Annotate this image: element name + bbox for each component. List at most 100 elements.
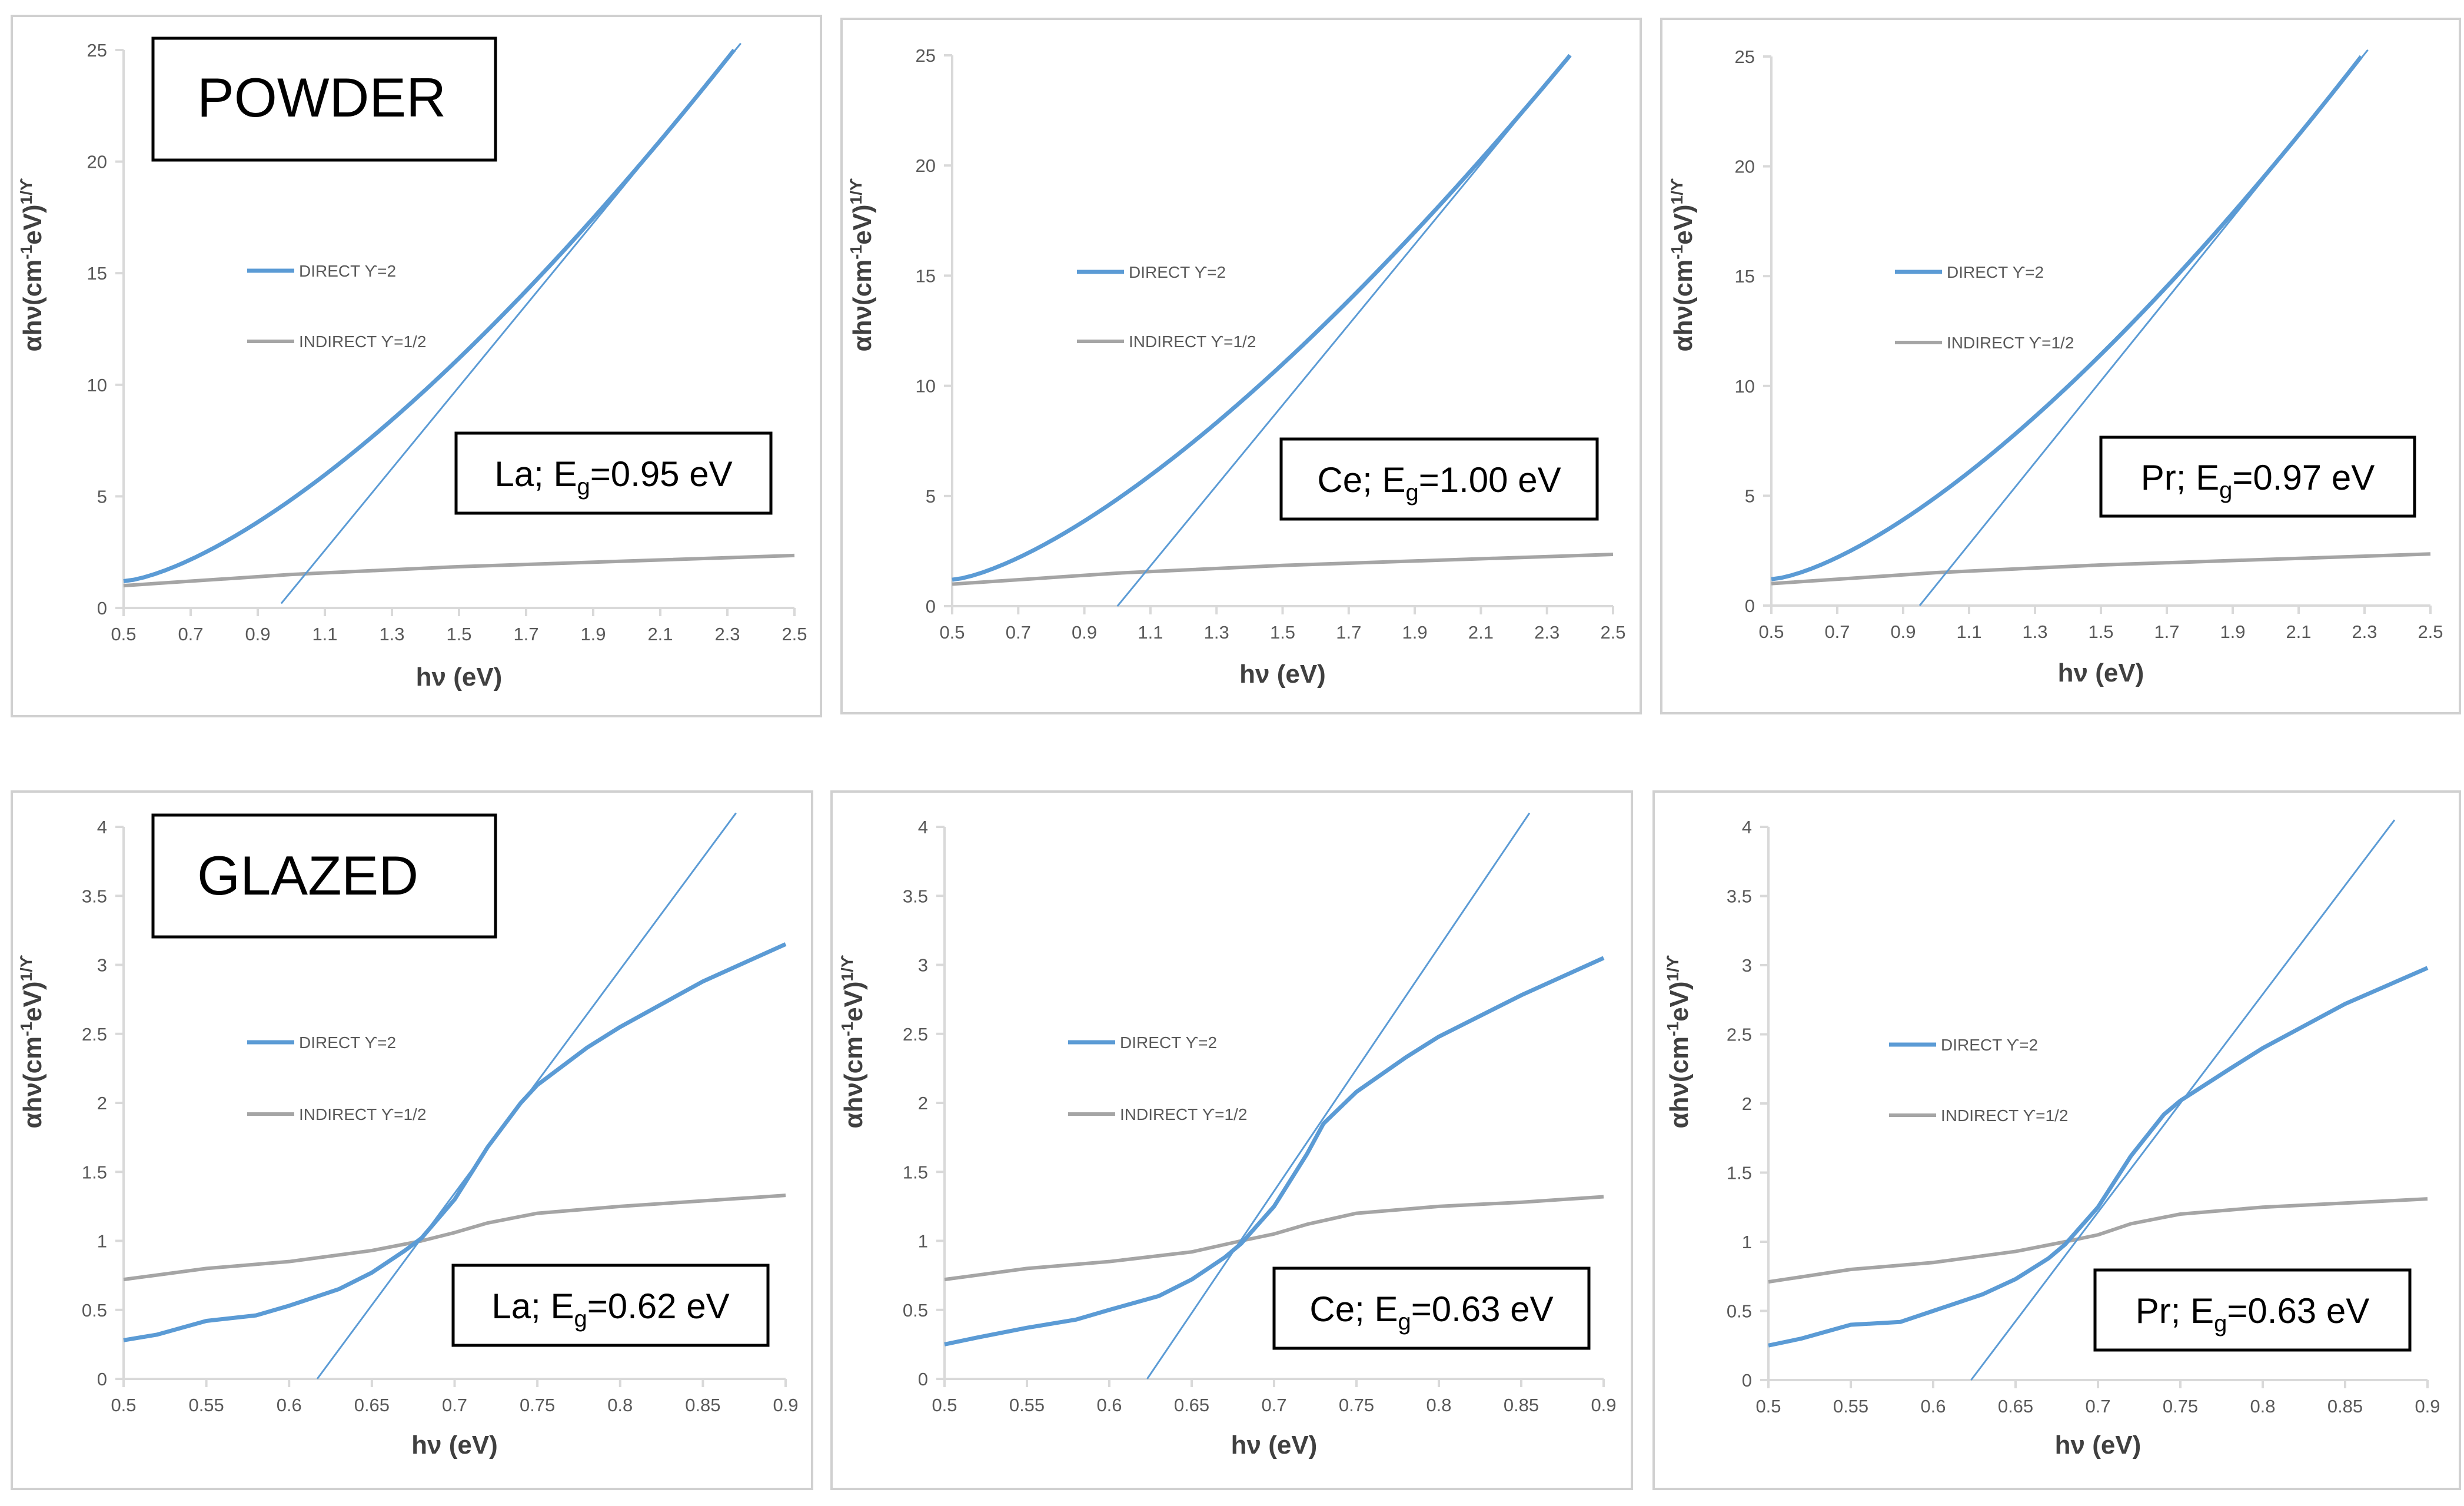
y-tick-label: 1.5 (82, 1162, 107, 1182)
x-tick-label: 0.85 (685, 1395, 720, 1415)
y-tick-label: 25 (87, 40, 107, 61)
legend-direct-label: DIRECT ϒ=2 (1941, 1036, 2038, 1054)
x-tick-label: 0.75 (520, 1395, 555, 1415)
x-tick-label: 1.7 (2154, 621, 2179, 642)
chart-powder-pr: 0 5 10 15 20 25 0.5 0.7 0.9 1.1 1.3 1.5 1.7 1.9 2.1 2.3… (1668, 46, 2443, 687)
x-tick-label: 2.5 (782, 624, 807, 644)
legend-direct-label: DIRECT ϒ=2 (1120, 1033, 1217, 1052)
y-tick-label: 0 (1745, 596, 1755, 616)
x-tick-label: 2.3 (714, 624, 740, 644)
indirect-series-line (1771, 552, 2431, 586)
y-axis-title: αhν(cm-1eV)1/ϒ (17, 955, 47, 1128)
x-tick-label: 0.5 (111, 1395, 136, 1415)
band-gap-label: Pr; Eg=0.97 eV (2141, 458, 2375, 503)
y-tick-label: 10 (1735, 376, 1755, 397)
x-tick-label: 0.7 (178, 624, 203, 644)
y-tick-label: 3.5 (82, 886, 107, 906)
legend-indirect-label: INDIRECT ϒ=1/2 (1941, 1106, 2068, 1125)
legend-indirect-label: INDIRECT ϒ=1/2 (1129, 333, 1256, 351)
glazed-label-frame (151, 813, 497, 939)
y-tick-label: 3.5 (903, 886, 928, 906)
tauc-fit-line (1970, 819, 2396, 1381)
y-tick-label: 0 (97, 598, 107, 619)
direct-series-line (1771, 55, 2363, 581)
x-tick-label: 2.1 (2286, 621, 2311, 642)
x-tick-label: 0.7 (1006, 622, 1031, 643)
y-tick-label: 15 (916, 265, 936, 286)
y-tick-label: 3 (918, 955, 928, 976)
y-tick-label: 0 (1742, 1370, 1752, 1391)
y-tick-label: 3.5 (1727, 886, 1752, 907)
legend-indirect-label: INDIRECT ϒ=1/2 (299, 333, 426, 351)
y-tick-label: 4 (97, 817, 107, 837)
panel-frame-glazed-la (11, 790, 813, 1490)
tauc-fit-line (316, 812, 737, 1379)
y-tick-label: 0.5 (82, 1300, 107, 1321)
x-tick-label: 0.7 (2085, 1396, 2110, 1417)
tauc-fit-line (280, 42, 741, 604)
band-gap-box (451, 1264, 770, 1347)
chart-powder-ce: 0 5 10 15 20 25 0.5 0.7 0.9 1.1 1.3 1.5 1.7 1.9 2.1 2.3… (847, 45, 1626, 689)
y-tick-label: 5 (97, 486, 107, 507)
x-tick-label: 0.85 (1504, 1395, 1539, 1415)
y-axis-title: αhν(cm-1eV)1/ϒ (1668, 178, 1698, 351)
direct-series-line (952, 54, 1572, 582)
y-tick-label: 2 (1742, 1093, 1752, 1114)
x-tick-label: 2.1 (1468, 622, 1494, 643)
x-tick-label: 1.5 (446, 624, 471, 644)
y-tick-label: 0 (926, 596, 936, 617)
x-tick-label: 1.5 (2088, 621, 2113, 642)
x-tick-label: 0.5 (1758, 621, 1784, 642)
y-tick-label: 0.5 (903, 1300, 928, 1321)
y-tick-label: 4 (918, 817, 928, 837)
y-tick-label: 5 (1745, 486, 1755, 506)
y-tick-label: 4 (1742, 817, 1752, 837)
band-gap-label: La; Eg=0.95 eV (494, 454, 732, 500)
y-axis-title: αhν(cm-1eV)1/ϒ (1664, 955, 1694, 1128)
y-tick-label: 5 (926, 486, 936, 507)
glazed-label-box: GLAZED (151, 813, 497, 939)
direct-series-line (1768, 966, 2429, 1348)
x-tick-label: 0.75 (2163, 1396, 2198, 1417)
y-tick-label: 1 (918, 1231, 928, 1252)
y-axis-title: αhν(cm-1eV)1/ϒ (838, 955, 868, 1128)
x-tick-label: 1.1 (1138, 622, 1163, 643)
x-axis-title: hν (eV) (2055, 1431, 2142, 1460)
y-tick-label: 25 (1735, 46, 1755, 67)
x-tick-label: 0.6 (1096, 1395, 1122, 1415)
glazed-label: GLAZED (197, 845, 418, 906)
x-tick-label: 0.9 (245, 624, 270, 644)
band-gap-box (454, 431, 773, 515)
x-tick-label: 0.55 (1833, 1396, 1868, 1417)
x-tick-label: 0.7 (1824, 621, 1850, 642)
x-tick-label: 0.5 (1755, 1396, 1781, 1417)
x-axis-title: hν (eV) (2058, 659, 2144, 687)
y-tick-label: 1 (1742, 1232, 1752, 1252)
band-gap-box (1272, 1266, 1591, 1350)
panel-frame-powder-ce (840, 18, 1642, 714)
x-tick-label: 0.65 (354, 1395, 390, 1415)
y-tick-label: 2 (918, 1093, 928, 1113)
y-tick-label: 25 (916, 45, 936, 66)
indirect-series-line (123, 1194, 786, 1282)
x-axis-title: hν (eV) (411, 1431, 498, 1460)
x-tick-label: 0.85 (2327, 1396, 2363, 1417)
x-tick-label: 0.7 (1261, 1395, 1286, 1415)
tauc-fit-line (1146, 812, 1531, 1379)
x-tick-label: 0.75 (1339, 1395, 1374, 1415)
x-tick-label: 1.3 (1204, 622, 1229, 643)
y-tick-label: 1.5 (903, 1162, 928, 1182)
x-tick-label: 0.5 (932, 1395, 957, 1415)
y-tick-label: 10 (87, 375, 107, 395)
x-tick-label: 0.9 (773, 1395, 798, 1415)
panel-frame-glazed-ce (830, 790, 1633, 1490)
powder-label-box: POWDER (151, 36, 497, 162)
legend-indirect-label: INDIRECT ϒ=1/2 (1120, 1105, 1247, 1123)
x-tick-label: 0.9 (1591, 1395, 1616, 1415)
y-tick-label: 20 (916, 155, 936, 176)
band-gap-label: La; Eg=0.62 eV (491, 1286, 729, 1332)
indirect-series-line (123, 553, 795, 588)
y-tick-label: 3 (1742, 955, 1752, 976)
direct-series-line (123, 48, 736, 583)
